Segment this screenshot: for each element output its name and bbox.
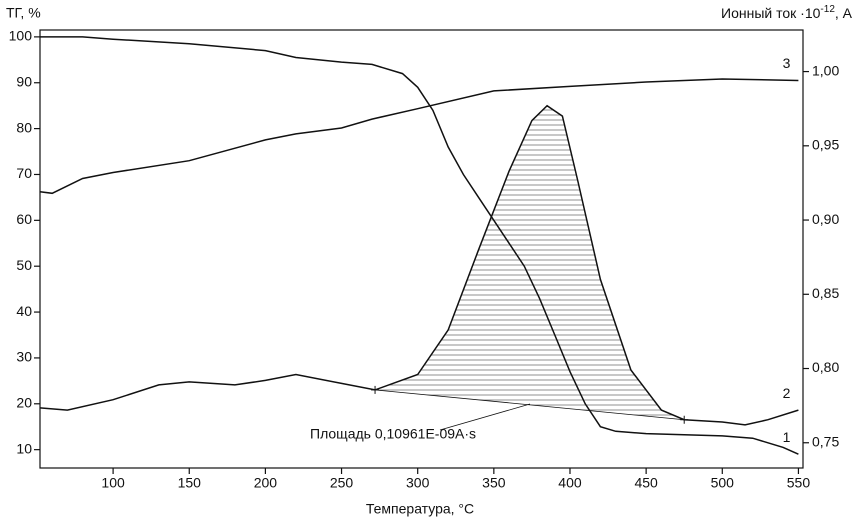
y2-axis-label: Ионный ток ·10-12, А [721, 4, 853, 21]
plot-frame [39, 29, 804, 469]
y2-tick-label: 0,95 [812, 137, 839, 153]
y-tick-label: 50 [16, 257, 32, 273]
series-label: 2 [783, 385, 791, 401]
y2-label-text: Ионный ток ·10 [721, 5, 821, 21]
x-tick-label: 450 [634, 475, 658, 491]
y-tick-label: 100 [9, 28, 33, 44]
y-tick-label: 70 [16, 165, 32, 181]
series-label: 1 [783, 429, 791, 445]
x-tick-label: 350 [482, 475, 506, 491]
y2-label-sup: -12 [820, 4, 835, 15]
y2-label-unit: , А [835, 5, 853, 21]
series-line [40, 36, 799, 455]
series-line [39, 104, 799, 426]
y2-tick-label: 0,90 [812, 211, 839, 227]
area-baseline [375, 389, 685, 421]
x-axis-label: Температура, °C [366, 501, 474, 517]
y-tick-label: 40 [16, 303, 32, 319]
y-tick-label: 10 [16, 440, 32, 456]
y2-tick-label: 0,75 [812, 433, 839, 449]
y2-tick-label: 0,85 [812, 285, 839, 301]
x-tick-label: 400 [558, 475, 582, 491]
y2-tick-label: 0,80 [812, 359, 839, 375]
x-tick-label: 150 [178, 475, 202, 491]
x-tick-label: 200 [254, 475, 278, 491]
y2-tick-label: 1,00 [812, 62, 839, 78]
annotation: Площадь 0,10961E-09A·s [310, 426, 476, 442]
series-line [39, 78, 799, 195]
annotation-leader [439, 403, 531, 431]
y-tick-label: 30 [16, 349, 32, 365]
y-tick-label: 80 [16, 119, 32, 135]
x-tick-label: 100 [101, 475, 125, 491]
y-tick-label: 20 [16, 394, 32, 410]
series-label: 3 [783, 55, 791, 71]
y-tick-label: 60 [16, 211, 32, 227]
x-tick-label: 550 [787, 475, 811, 491]
x-tick-label: 250 [330, 475, 354, 491]
y-tick-label: 90 [16, 73, 32, 89]
x-tick-label: 500 [711, 475, 735, 491]
y-axis-label: ТГ, % [6, 5, 41, 21]
area-hatch [375, 109, 685, 420]
x-tick-label: 300 [406, 475, 430, 491]
